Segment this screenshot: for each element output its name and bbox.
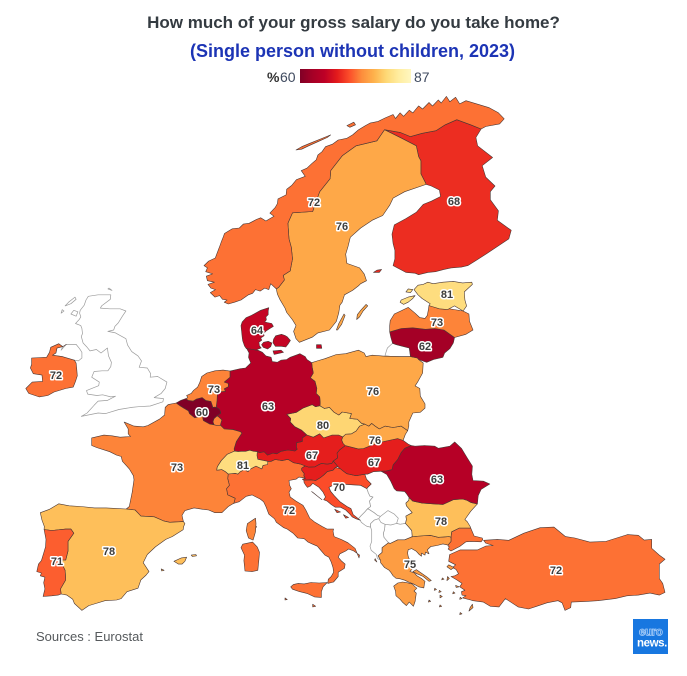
svg-text:71: 71 [51,556,63,568]
svg-text:78: 78 [103,546,115,558]
svg-text:76: 76 [367,386,379,398]
svg-text:76: 76 [336,221,348,233]
svg-text:67: 67 [368,457,380,469]
svg-text:67: 67 [306,450,318,462]
svg-text:81: 81 [441,289,453,301]
svg-text:news.: news. [637,638,667,650]
svg-text:81: 81 [237,460,249,472]
svg-text:63: 63 [431,474,443,486]
svg-text:64: 64 [251,325,264,337]
svg-text:70: 70 [333,482,345,494]
svg-text:73: 73 [171,462,183,474]
svg-text:78: 78 [435,516,447,528]
svg-text:euro: euro [639,627,663,639]
svg-text:60: 60 [196,407,208,419]
svg-text:72: 72 [283,505,295,517]
svg-text:76: 76 [369,435,381,447]
svg-text:73: 73 [431,317,443,329]
svg-text:72: 72 [50,370,62,382]
svg-text:75: 75 [404,559,416,571]
svg-text:68: 68 [448,196,460,208]
svg-text:63: 63 [262,401,274,413]
svg-text:72: 72 [550,565,562,577]
svg-text:62: 62 [419,341,431,353]
svg-text:80: 80 [317,420,329,432]
svg-text:73: 73 [208,384,220,396]
svg-text:72: 72 [308,197,320,209]
